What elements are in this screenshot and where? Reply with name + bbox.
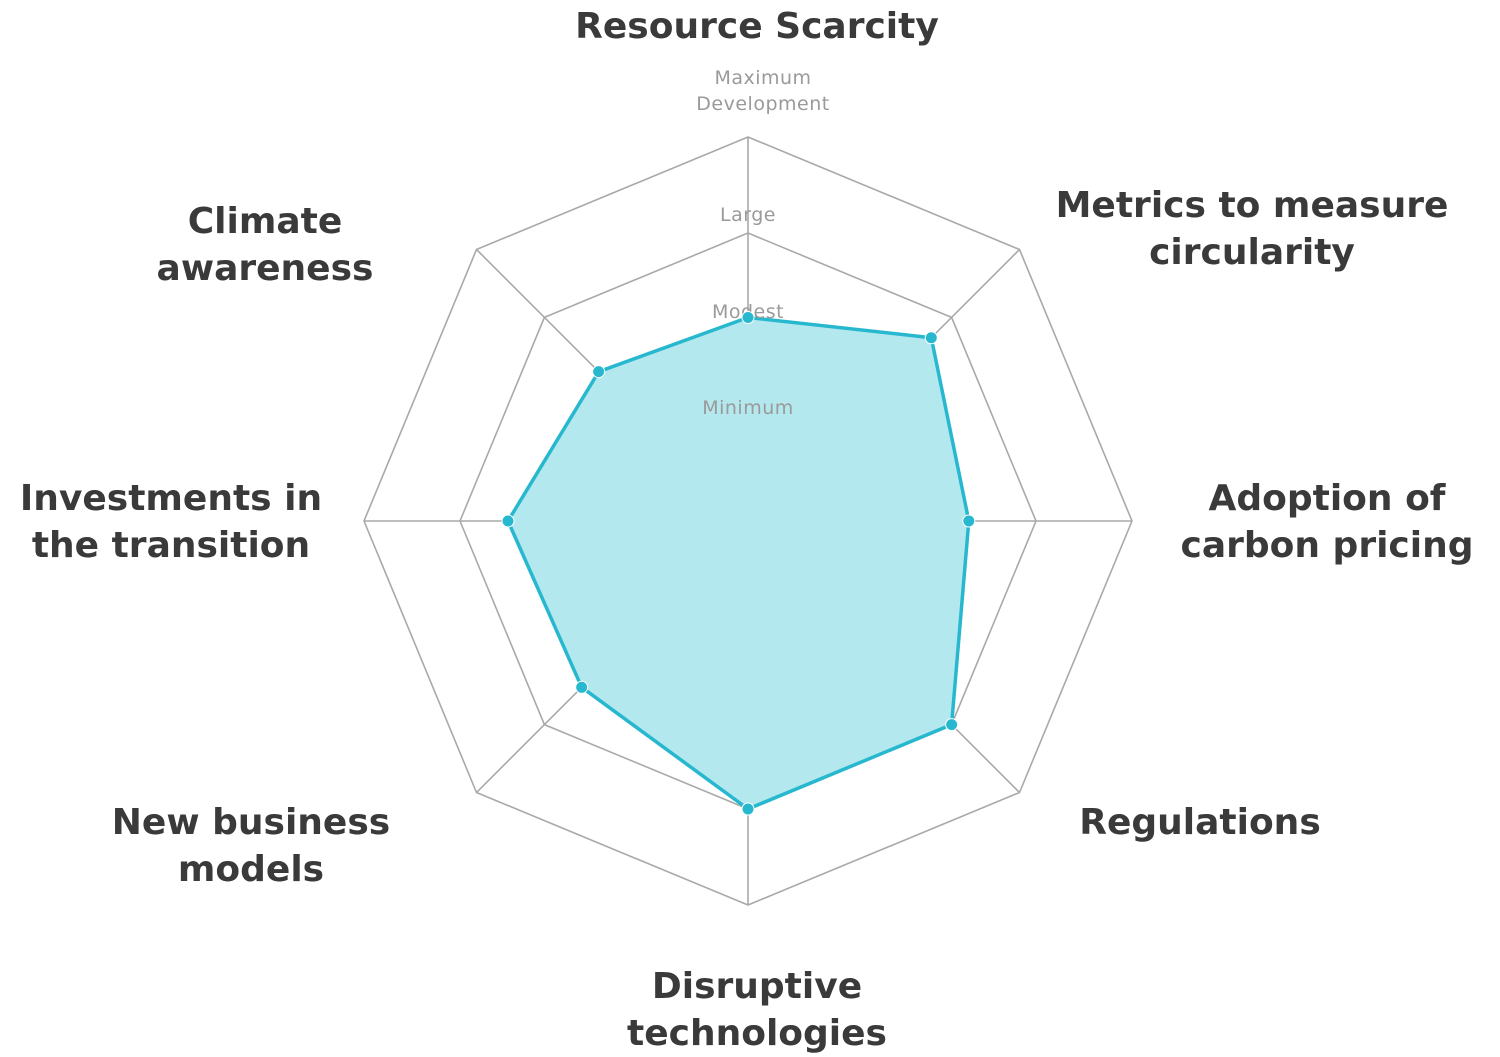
axis-label: Investments in the transition [20, 478, 322, 566]
axis-label: Climate awareness [157, 201, 374, 289]
data-point [575, 680, 589, 694]
data-point [501, 514, 515, 528]
data-point [924, 331, 938, 345]
axis-label: Regulations [1079, 802, 1321, 843]
axis-labels: Resource Scarcity Metrics to measure circu… [20, 6, 1474, 1054]
axis-label: Adoption of carbon pricing [1181, 478, 1474, 566]
level-label: Maximum Development [696, 67, 829, 115]
axis-label: Resource Scarcity [575, 6, 939, 47]
data-point [592, 365, 606, 379]
data-point [945, 718, 959, 732]
axis-label: Disruptive technologies [627, 966, 887, 1054]
axis-label: New business models [112, 802, 390, 890]
level-label: Minimum [702, 397, 794, 419]
data-point [741, 802, 755, 816]
data-point [962, 514, 976, 528]
data-point [741, 310, 755, 324]
series-area [508, 317, 969, 809]
series-area-layer [506, 315, 971, 811]
axis-label: Metrics to measure circularity [1056, 185, 1449, 273]
series-points [501, 310, 976, 816]
level-label: Large [720, 204, 776, 226]
